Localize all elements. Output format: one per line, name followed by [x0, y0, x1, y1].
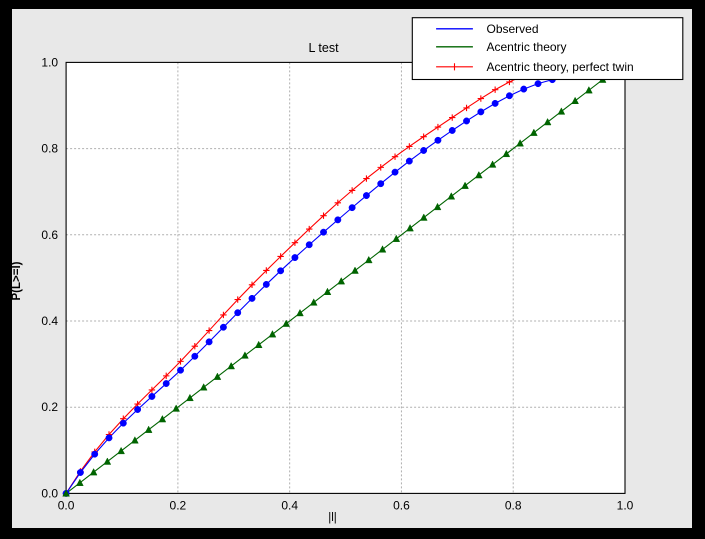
- svg-text:Acentric theory: Acentric theory: [487, 40, 567, 54]
- svg-text:0.6: 0.6: [41, 228, 58, 242]
- svg-text:0.2: 0.2: [170, 498, 187, 512]
- svg-text:0.4: 0.4: [281, 498, 298, 512]
- svg-text:0.2: 0.2: [41, 400, 58, 414]
- svg-text:0.4: 0.4: [41, 314, 58, 328]
- svg-text:0.8: 0.8: [505, 498, 522, 512]
- svg-text:1.0: 1.0: [617, 498, 634, 512]
- svg-text:L test: L test: [308, 41, 339, 55]
- svg-text:0.0: 0.0: [41, 486, 58, 500]
- svg-text:0.6: 0.6: [393, 498, 410, 512]
- svg-text:P(L>=l): P(L>=l): [11, 261, 23, 300]
- svg-text:Acentric theory, perfect twin: Acentric theory, perfect twin: [487, 60, 634, 74]
- svg-text:0.8: 0.8: [41, 142, 58, 156]
- svg-text:1.0: 1.0: [41, 55, 58, 69]
- svg-text:|l|: |l|: [328, 512, 337, 524]
- svg-text:Observed: Observed: [487, 22, 539, 36]
- svg-text:0.0: 0.0: [58, 498, 75, 512]
